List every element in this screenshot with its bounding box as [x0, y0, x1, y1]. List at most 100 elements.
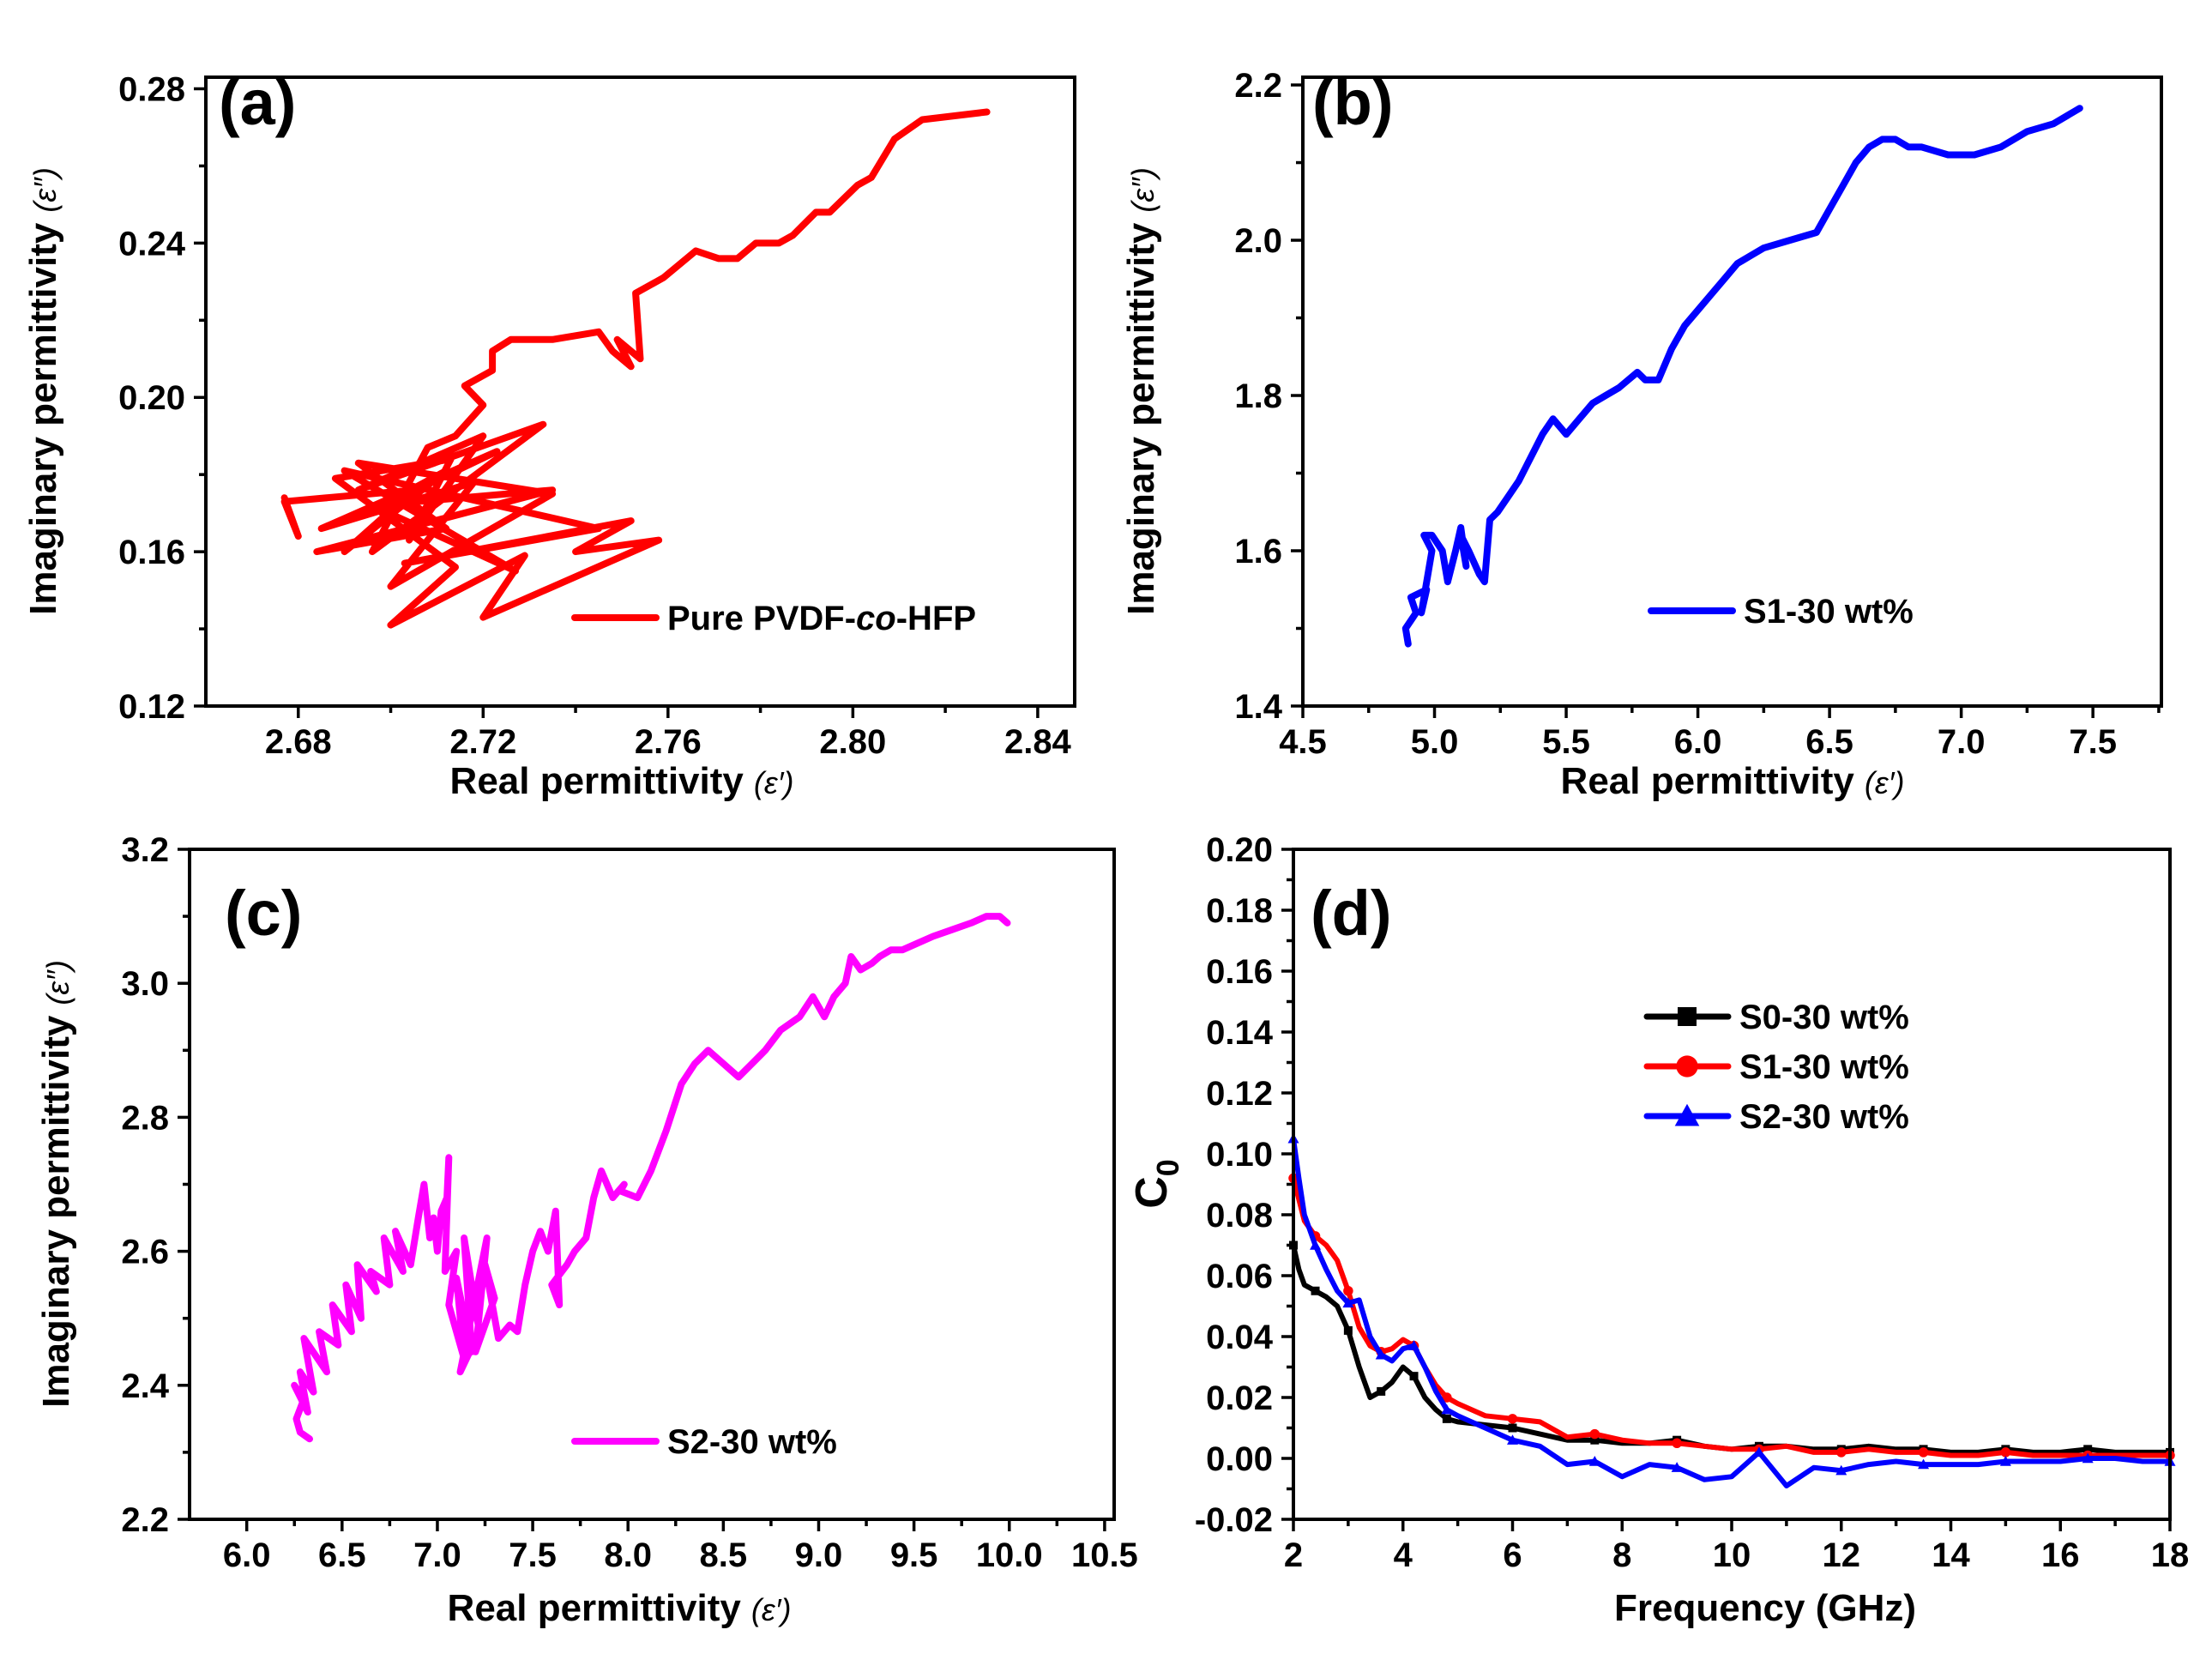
y-tick-label-a-4: 0.28: [118, 70, 185, 108]
y-tick-label-a-3: 0.24: [118, 225, 186, 263]
y-axis-title-text-b: Imaginary permittivity: [1120, 222, 1162, 615]
x-axis-title-d: Frequency (GHz): [1614, 1587, 1916, 1629]
x-tick-label-b-0: 4.5: [1279, 723, 1327, 761]
x-tick-label-a-2: 2.76: [635, 723, 702, 761]
data-point-d-2-6: [1342, 1297, 1354, 1308]
legend-marker-d-1: [1676, 1055, 1698, 1077]
x-tick-label-d-7: 16: [2041, 1536, 2080, 1574]
data-point-d-0-12: [1409, 1372, 1419, 1381]
data-point-d-2-27: [1753, 1446, 1765, 1458]
y-tick-label-c-3: 2.8: [121, 1099, 169, 1137]
x-tick-label-c-4: 8.0: [604, 1536, 652, 1574]
x-tick-label-d-2: 6: [1503, 1536, 1522, 1574]
y-tick-label-a-1: 0.16: [118, 534, 185, 571]
data-point-d-1-15: [1442, 1392, 1452, 1403]
y-tick-label-d-8: 0.14: [1206, 1014, 1274, 1052]
legend-label-c-0: S2-30 wt%: [667, 1423, 837, 1461]
legend-marker-d-2: [1674, 1103, 1700, 1126]
x-tick-label-c-0: 6.0: [223, 1536, 271, 1574]
y-tick-label-a-0: 0.12: [118, 688, 185, 726]
y-tick-label-d-2: 0.02: [1206, 1379, 1273, 1417]
x-axis-title-text-a: Real permittivity: [450, 760, 744, 802]
data-point-d-2-30: [1835, 1464, 1847, 1476]
plot-frame-d: [1292, 848, 2172, 1521]
data-point-d-0-21: [1590, 1435, 1600, 1445]
panel-label-a: (a): [219, 67, 296, 138]
legend-label-d-1: S1-30 wt%: [1739, 1048, 1909, 1086]
data-point-d-2-3: [1310, 1240, 1322, 1250]
y-tick-label-c-4: 3.0: [121, 965, 169, 1003]
panel-label-b: (b): [1312, 67, 1394, 138]
y-tick-label-d-10: 0.18: [1206, 892, 1273, 930]
data-point-d-2-33: [1918, 1458, 1930, 1470]
x-tick-label-a-4: 2.84: [1004, 723, 1072, 761]
x-tick-label-a-3: 2.80: [819, 723, 886, 761]
series-line-d-2: [1293, 1136, 2170, 1488]
y-tick-label-b-0: 1.4: [1234, 688, 1282, 726]
y-axis-subscript-d: 0: [1150, 1159, 1185, 1176]
y-tick-label-d-9: 0.16: [1206, 953, 1273, 991]
data-point-d-0-39: [2083, 1445, 2093, 1454]
x-axis-title-text-b: Real permittivity: [1561, 760, 1855, 802]
series-line-b-0: [1401, 105, 2083, 648]
y-axis-title-text-d: C: [1127, 1176, 1177, 1209]
y-tick-label-d-5: 0.08: [1206, 1197, 1273, 1234]
panel-a: 2.68 2.72 2.76 2.80 2.84 0.12 0.16 0.20 0.24 0.28…: [22, 67, 1076, 802]
x-axis-title-text-d: Frequency (GHz): [1614, 1587, 1916, 1629]
x-tick-label-c-9: 10.5: [1071, 1536, 1138, 1574]
legend-label-part: -HFP: [896, 600, 976, 637]
x-axis-title-text-c: Real permittivity: [448, 1587, 742, 1629]
series-line-a-0: [280, 108, 991, 629]
x-tick-label-c-6: 9.0: [795, 1536, 843, 1574]
x-tick-label-c-2: 7.0: [413, 1536, 461, 1574]
data-point-d-2-36: [1999, 1456, 2011, 1466]
legend-label-part: Pure PVDF-: [667, 600, 856, 637]
x-tick-label-a-0: 2.68: [265, 723, 332, 761]
series-line-c-0: [291, 913, 1011, 1443]
x-axis-title-c: Real permittivity (ε′): [448, 1587, 792, 1629]
legend-marker-d-0: [1678, 1007, 1697, 1026]
legend-label-d-2: S2-30 wt%: [1739, 1098, 1909, 1136]
x-tick-label-b-4: 6.5: [1805, 723, 1853, 761]
x-tick-label-d-5: 12: [1823, 1536, 1861, 1574]
x-tick-label-d-4: 10: [1713, 1536, 1751, 1574]
y-axis-title-text-a: Imaginary permittivity: [22, 222, 64, 615]
data-point-d-2-15: [1441, 1403, 1453, 1415]
y-axis-symbol-c: (ε″): [40, 960, 75, 1005]
x-tick-label-d-8: 18: [2151, 1536, 2190, 1574]
plot-frame-c: [188, 848, 1116, 1521]
data-point-d-2-24: [1671, 1462, 1683, 1472]
data-point-d-1-36: [2000, 1447, 2011, 1458]
y-axis-symbol-a: (ε″): [27, 167, 63, 213]
x-tick-label-c-5: 8.5: [700, 1536, 748, 1574]
x-tick-label-d-1: 4: [1394, 1536, 1413, 1574]
x-tick-label-d-3: 8: [1612, 1536, 1631, 1574]
data-point-d-1-24: [1672, 1438, 1682, 1448]
data-point-d-1-21: [1589, 1428, 1600, 1440]
legend-label-d-0: S0-30 wt%: [1739, 999, 1909, 1036]
x-tick-label-c-3: 7.5: [509, 1536, 557, 1574]
data-point-d-2-18: [1507, 1434, 1518, 1445]
y-tick-label-b-1: 1.6: [1234, 533, 1282, 570]
data-point-d-1-30: [1836, 1447, 1847, 1458]
y-axis-title-a: Imaginary permittivity (ε″): [22, 167, 64, 615]
y-axis-symbol-b: (ε″): [1125, 167, 1160, 213]
panel-label-c: (c): [225, 878, 302, 949]
y-tick-label-c-1: 2.4: [121, 1367, 169, 1405]
y-tick-label-c-2: 2.6: [121, 1234, 169, 1271]
data-point-d-1-33: [1918, 1447, 1929, 1458]
y-axis-title-b: Imaginary permittivity (ε″): [1120, 167, 1162, 615]
data-point-d-1-18: [1507, 1414, 1518, 1424]
x-tick-label-b-1: 5.0: [1411, 723, 1459, 761]
y-tick-label-d-4: 0.06: [1206, 1258, 1273, 1295]
data-point-d-1-6: [1343, 1286, 1353, 1296]
y-tick-label-d-7: 0.12: [1206, 1075, 1273, 1113]
x-tick-label-c-1: 6.5: [318, 1536, 366, 1574]
data-point-d-2-39: [2082, 1452, 2094, 1464]
panel-b: 4.5 5.0 5.5 6.0 6.5 7.0 7.5 1.4 1.6 1.8 2.0 2.2 (b) R…: [1120, 67, 2163, 802]
y-tick-label-b-2: 1.8: [1234, 377, 1282, 415]
y-tick-label-d-11: 0.20: [1206, 831, 1273, 869]
x-axis-title-b: Real permittivity (ε′): [1561, 760, 1905, 802]
legend-label-b-0: S1-30 wt%: [1744, 593, 1914, 631]
